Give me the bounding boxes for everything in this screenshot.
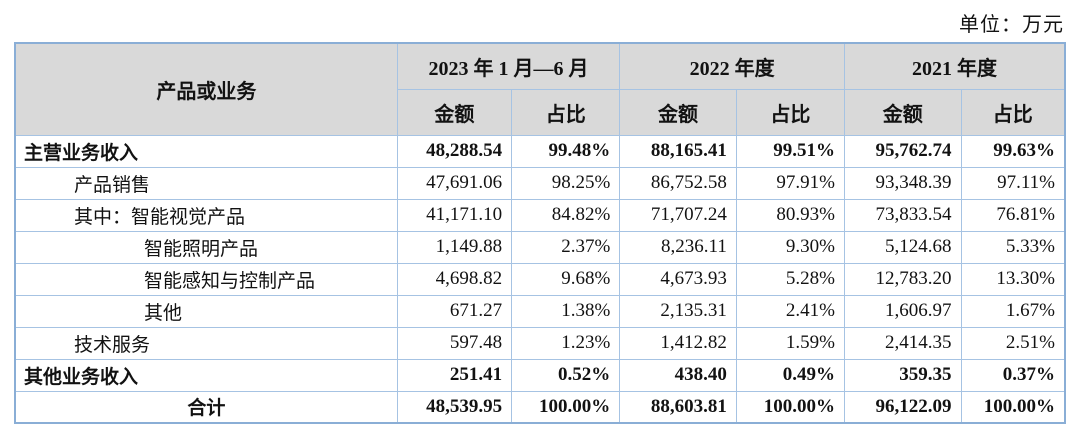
ratio-cell: 9.68% <box>511 262 621 296</box>
ratio-cell: 97.11% <box>960 166 1066 200</box>
header-period-2023h1: 2023 年 1 月—6 月 <box>396 42 621 90</box>
amount-cell: 12,783.20 <box>843 262 962 296</box>
ratio-cell: 80.93% <box>735 198 845 232</box>
row-label: 其中：智能视觉产品 <box>14 198 398 232</box>
amount-cell: 1,606.97 <box>843 294 962 328</box>
ratio-cell: 1.59% <box>735 326 845 360</box>
ratio-cell: 2.41% <box>735 294 845 328</box>
amount-cell: 95,762.74 <box>843 134 962 168</box>
amount-cell: 1,412.82 <box>619 326 737 360</box>
amount-cell: 48,539.95 <box>396 390 513 424</box>
table-row: 合计 48,539.95 100.00% 88,603.81 100.00% 96,122… <box>14 390 1066 424</box>
ratio-cell: 9.30% <box>735 230 845 264</box>
header-ratio: 占比 <box>960 88 1066 136</box>
table-row: 智能感知与控制产品 4,698.82 9.68% 4,673.93 5.28% 12,78… <box>14 262 1066 296</box>
amount-cell: 96,122.09 <box>843 390 962 424</box>
amount-cell: 359.35 <box>843 358 962 392</box>
amount-cell: 5,124.68 <box>843 230 962 264</box>
ratio-cell: 0.49% <box>735 358 845 392</box>
row-label: 主营业务收入 <box>14 134 398 168</box>
revenue-table: 产品或业务 2023 年 1 月—6 月 2022 年度 2021 年度 金额 … <box>14 42 1066 424</box>
header-ratio: 占比 <box>511 88 621 136</box>
ratio-cell: 5.33% <box>960 230 1066 264</box>
unit-label: 单位：万元 <box>959 14 1064 36</box>
table-row: 产品销售 47,691.06 98.25% 86,752.58 97.91% 93,348… <box>14 166 1066 200</box>
amount-cell: 2,414.35 <box>843 326 962 360</box>
ratio-cell: 99.63% <box>960 134 1066 168</box>
header-ratio: 占比 <box>735 88 845 136</box>
row-label: 其他业务收入 <box>14 358 398 392</box>
header-amount: 金额 <box>619 88 737 136</box>
header-period-2021: 2021 年度 <box>843 42 1066 90</box>
amount-cell: 88,165.41 <box>619 134 737 168</box>
amount-cell: 4,698.82 <box>396 262 513 296</box>
ratio-cell: 99.48% <box>511 134 621 168</box>
header-period-2022: 2022 年度 <box>619 42 845 90</box>
ratio-cell: 2.37% <box>511 230 621 264</box>
ratio-cell: 0.37% <box>960 358 1066 392</box>
ratio-cell: 0.52% <box>511 358 621 392</box>
header-amount: 金额 <box>843 88 962 136</box>
row-label: 技术服务 <box>14 326 398 360</box>
header-row-subcolumns: 金额 占比 金额 占比 金额 占比 <box>15 88 1066 136</box>
amount-cell: 48,288.54 <box>396 134 513 168</box>
ratio-cell: 2.51% <box>960 326 1066 360</box>
table-body: 主营业务收入 48,288.54 99.48% 88,165.41 99.51% 95,7… <box>14 134 1066 424</box>
ratio-cell: 98.25% <box>511 166 621 200</box>
ratio-cell: 100.00% <box>735 390 845 424</box>
ratio-cell: 99.51% <box>735 134 845 168</box>
amount-cell: 438.40 <box>619 358 737 392</box>
amount-cell: 8,236.11 <box>619 230 737 264</box>
ratio-cell: 100.00% <box>960 390 1066 424</box>
row-label: 其他 <box>14 294 398 328</box>
ratio-cell: 1.23% <box>511 326 621 360</box>
ratio-cell: 13.30% <box>960 262 1066 296</box>
ratio-cell: 84.82% <box>511 198 621 232</box>
amount-cell: 41,171.10 <box>396 198 513 232</box>
table-row: 其中：智能视觉产品 41,171.10 84.82% 71,707.24 80.93% 7… <box>14 198 1066 232</box>
row-label: 智能感知与控制产品 <box>14 262 398 296</box>
amount-cell: 88,603.81 <box>619 390 737 424</box>
amount-cell: 251.41 <box>396 358 513 392</box>
amount-cell: 86,752.58 <box>619 166 737 200</box>
row-label: 智能照明产品 <box>14 230 398 264</box>
ratio-cell: 100.00% <box>511 390 621 424</box>
amount-cell: 73,833.54 <box>843 198 962 232</box>
row-label: 产品销售 <box>14 166 398 200</box>
ratio-cell: 97.91% <box>735 166 845 200</box>
table-row: 技术服务 597.48 1.23% 1,412.82 1.59% 2,414.35 2.51… <box>14 326 1066 360</box>
table-row: 其他 671.27 1.38% 2,135.31 2.41% 1,606.97 1.67% <box>14 294 1066 328</box>
header-amount: 金额 <box>396 88 513 136</box>
amount-cell: 93,348.39 <box>843 166 962 200</box>
amount-cell: 597.48 <box>396 326 513 360</box>
ratio-cell: 1.67% <box>960 294 1066 328</box>
row-label: 合计 <box>14 390 398 424</box>
header-product-or-business: 产品或业务 <box>14 42 398 136</box>
table-header: 产品或业务 2023 年 1 月—6 月 2022 年度 2021 年度 金额 … <box>14 42 1066 136</box>
header-row-periods: 产品或业务 2023 年 1 月—6 月 2022 年度 2021 年度 <box>14 42 1066 136</box>
table-row: 其他业务收入 251.41 0.52% 438.40 0.49% 359.35 0.37% <box>14 358 1066 392</box>
table-row: 主营业务收入 48,288.54 99.48% 88,165.41 99.51% 95,7… <box>14 134 1066 168</box>
amount-cell: 47,691.06 <box>396 166 513 200</box>
amount-cell: 1,149.88 <box>396 230 513 264</box>
ratio-cell: 5.28% <box>735 262 845 296</box>
ratio-cell: 1.38% <box>511 294 621 328</box>
amount-cell: 2,135.31 <box>619 294 737 328</box>
amount-cell: 4,673.93 <box>619 262 737 296</box>
ratio-cell: 76.81% <box>960 198 1066 232</box>
amount-cell: 71,707.24 <box>619 198 737 232</box>
amount-cell: 671.27 <box>396 294 513 328</box>
table-row: 智能照明产品 1,149.88 2.37% 8,236.11 9.30% 5,124.68… <box>14 230 1066 264</box>
